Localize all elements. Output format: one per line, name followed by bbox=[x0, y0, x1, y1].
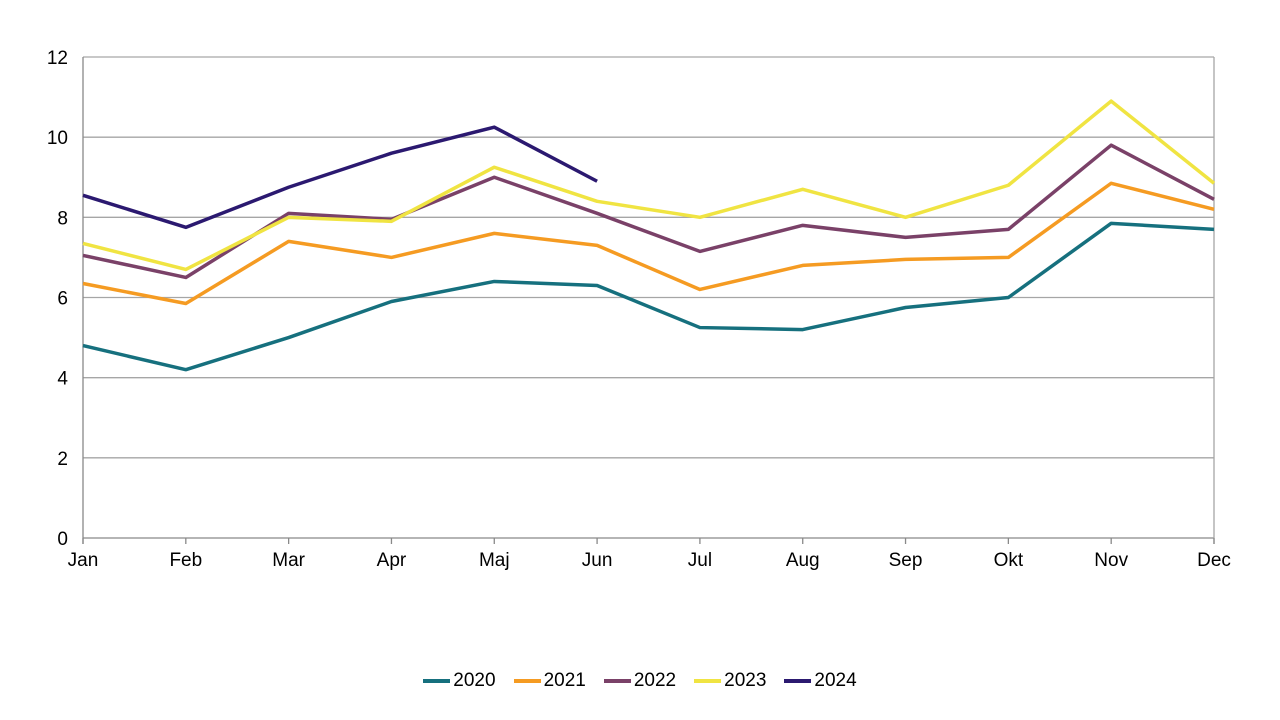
x-axis-tick-label: Mar bbox=[272, 550, 305, 571]
series-line-2022 bbox=[82, 143, 1215, 280]
y-axis-tick-label: 8 bbox=[57, 208, 68, 229]
legend-label: 2022 bbox=[633, 670, 677, 691]
legend-swatch-2023 bbox=[694, 679, 722, 683]
x-axis-tick-label: Aug bbox=[786, 550, 820, 571]
y-axis-tick-label: 0 bbox=[57, 529, 68, 550]
x-axis-tick-label: Nov bbox=[1094, 550, 1128, 571]
x-axis-tick-label: Apr bbox=[377, 550, 407, 571]
legend-swatch-2021 bbox=[513, 679, 541, 683]
y-axis-tick-label: 4 bbox=[57, 369, 68, 390]
legend-item-2024: 2024 bbox=[784, 668, 857, 694]
y-axis-tick-label: 10 bbox=[47, 128, 68, 149]
series-line-2020 bbox=[82, 221, 1215, 372]
x-axis-tick-label: Maj bbox=[479, 550, 510, 571]
series-line-2021 bbox=[82, 181, 1215, 306]
y-axis-tick-label: 6 bbox=[57, 289, 68, 310]
y-axis-tick-label: 2 bbox=[57, 449, 68, 470]
legend-label: 2021 bbox=[543, 670, 586, 691]
x-axis-tick-label: Dec bbox=[1197, 550, 1231, 571]
legend-item-2020: 2020 bbox=[423, 668, 496, 694]
legend-item-2023: 2023 bbox=[694, 668, 766, 694]
x-axis-tick-label: Feb bbox=[169, 550, 202, 571]
legend-item-2022: 2022 bbox=[603, 668, 677, 694]
x-axis-tick-label: Jan bbox=[68, 550, 99, 571]
legend-swatch-2022 bbox=[603, 679, 631, 683]
y-axis-tick-label: 12 bbox=[47, 48, 68, 69]
x-axis-tick-label: Okt bbox=[994, 550, 1024, 571]
legend: 2020 2021 2022 2023 2024 bbox=[0, 668, 1280, 694]
legend-label: 2020 bbox=[453, 670, 496, 691]
series-line-2024 bbox=[82, 125, 598, 230]
legend-swatch-2020 bbox=[423, 679, 451, 683]
x-axis-tick-label: Jun bbox=[582, 550, 613, 571]
legend-swatch-2024 bbox=[784, 679, 812, 683]
x-axis-tick-label: Jul bbox=[688, 550, 712, 571]
legend-label: 2023 bbox=[724, 670, 767, 691]
legend-item-2021: 2021 bbox=[513, 668, 586, 694]
series-line-2023 bbox=[82, 99, 1216, 272]
x-axis-tick-label: Sep bbox=[889, 550, 923, 571]
legend-label: 2024 bbox=[814, 670, 857, 691]
